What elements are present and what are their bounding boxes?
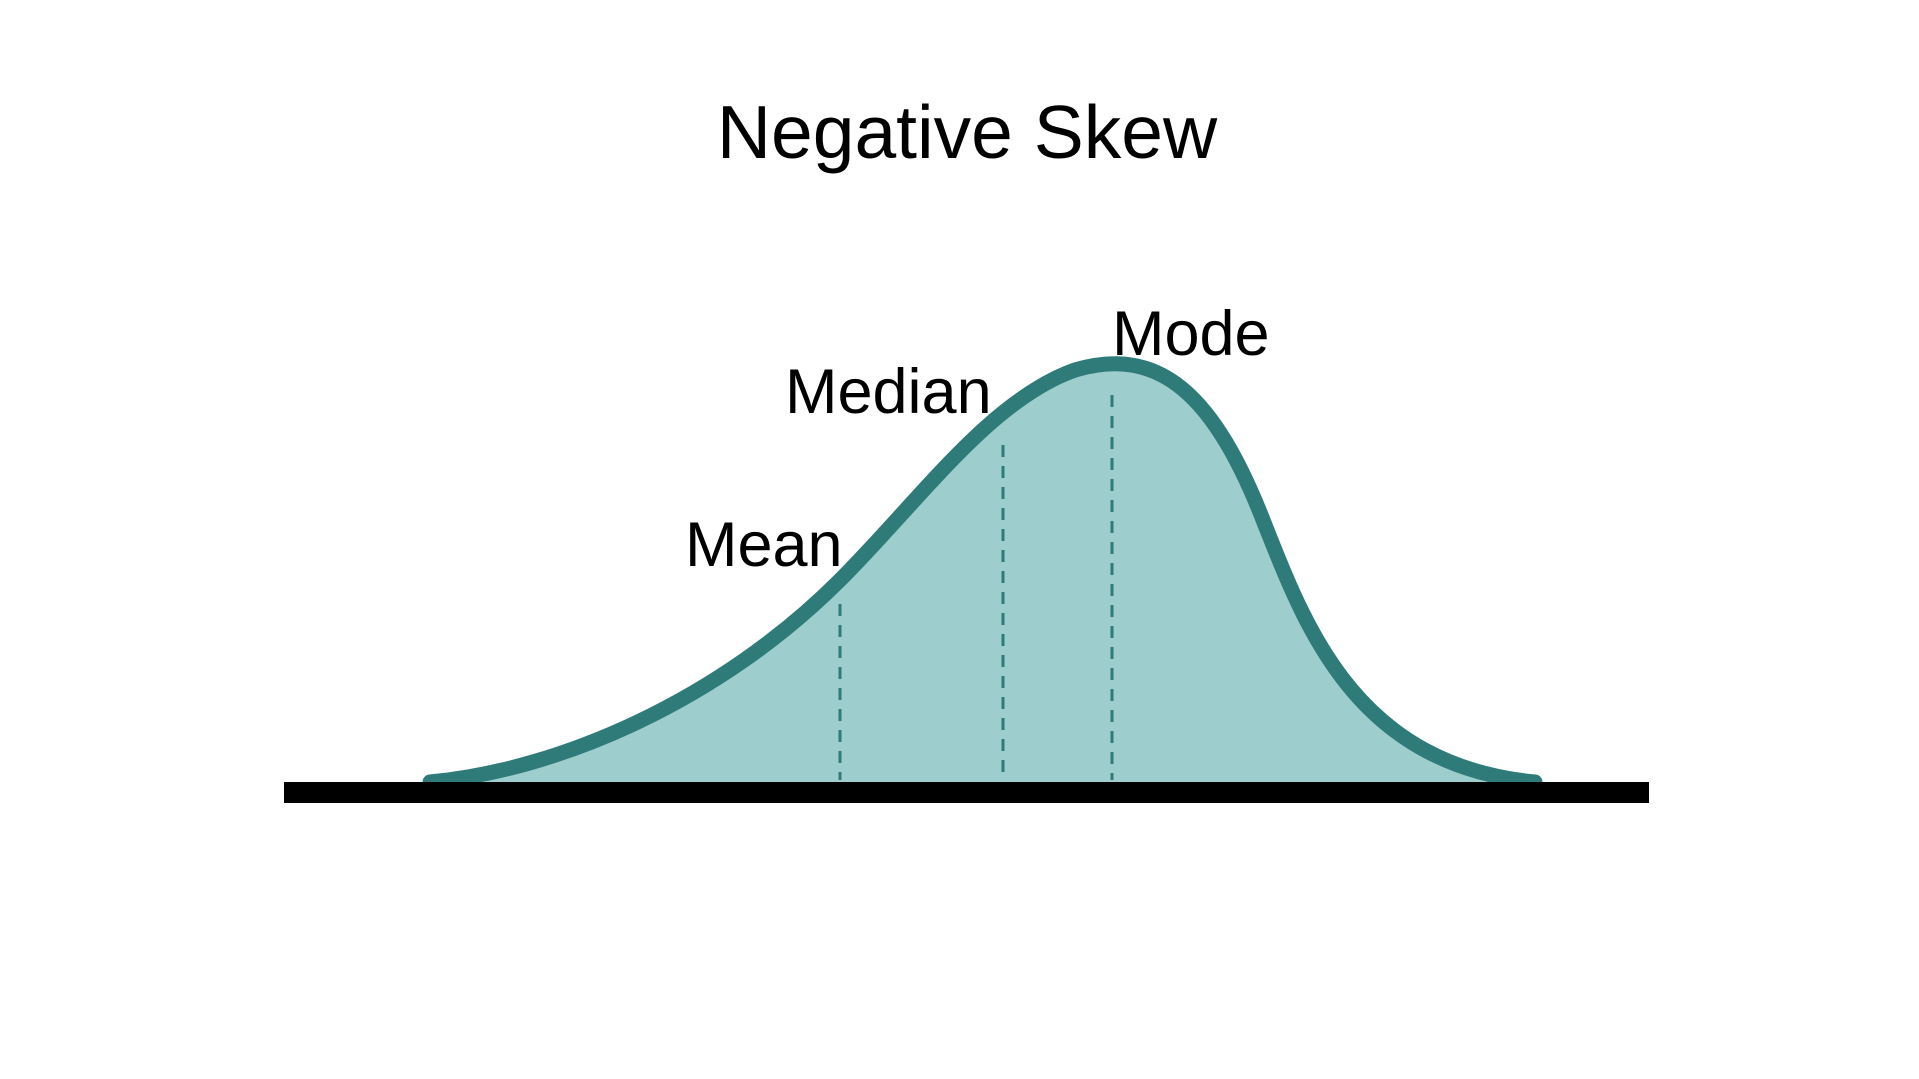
- distribution-area: [430, 363, 1535, 782]
- diagram-title: Negative Skew: [717, 90, 1218, 174]
- baseline-axis: [284, 782, 1649, 803]
- distribution-curve: [422, 356, 1543, 790]
- mean-label: Mean: [685, 510, 843, 580]
- mode-label: Mode: [1112, 299, 1270, 369]
- median-label: Median: [785, 357, 992, 427]
